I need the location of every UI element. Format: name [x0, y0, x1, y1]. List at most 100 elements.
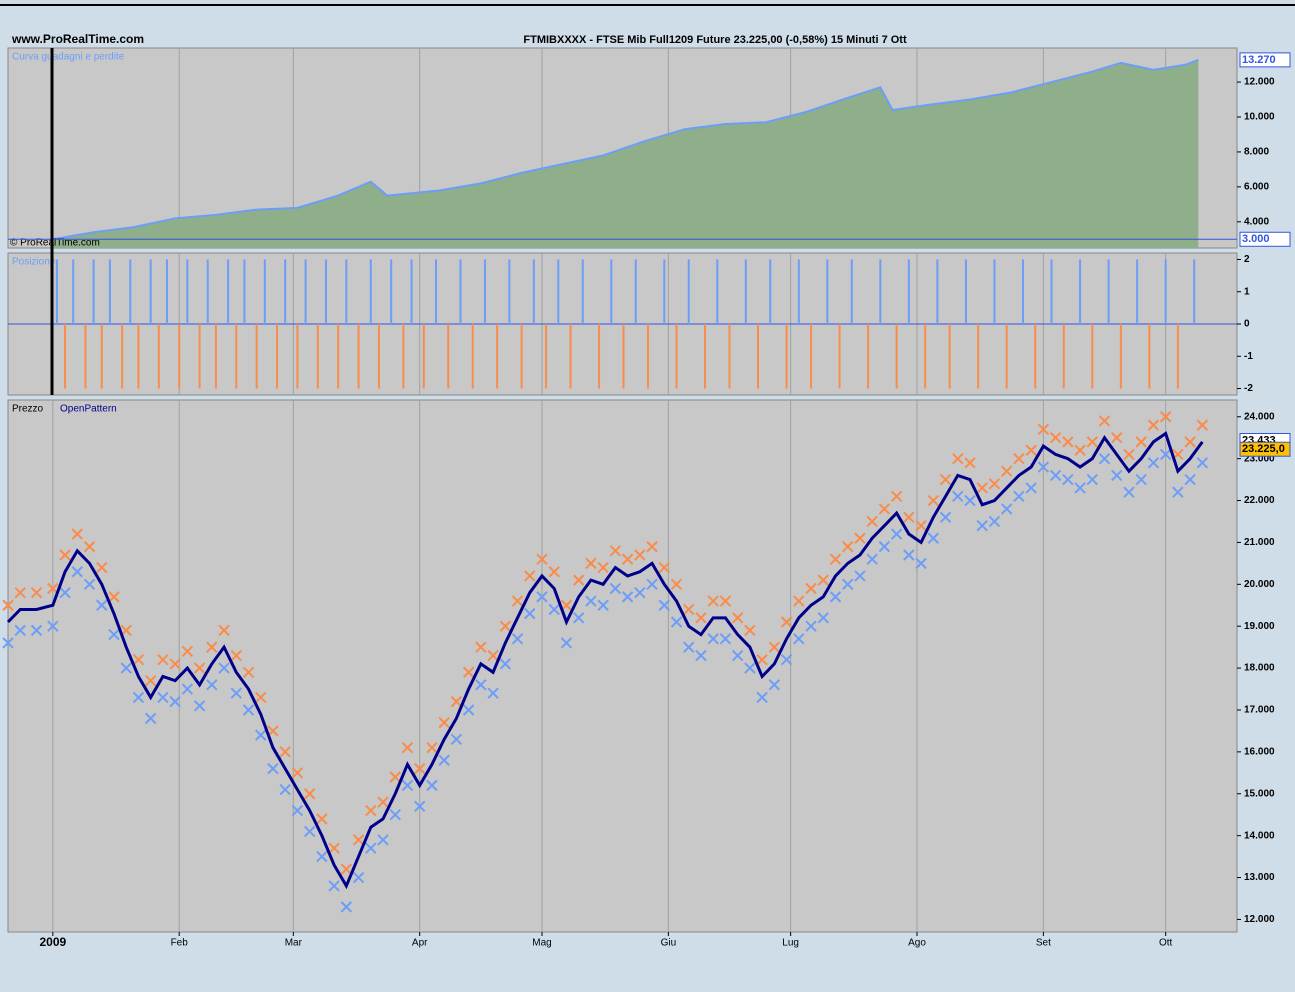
marker: [132, 691, 145, 704]
position-bar: [296, 324, 299, 389]
equity-line: [52, 58, 1199, 241]
marker: [976, 482, 988, 494]
marker: [621, 553, 634, 565]
marker: [707, 595, 719, 607]
marker: [854, 532, 866, 544]
position-bar: [1062, 324, 1065, 389]
marker: [2, 599, 14, 611]
price-tag: [1239, 441, 1291, 457]
y-tick-label: 12.000: [1244, 77, 1275, 88]
position-bar: [867, 324, 870, 389]
marker: [206, 679, 218, 691]
y-tick-label: 13.000: [1244, 872, 1275, 883]
marker: [1123, 486, 1135, 498]
marker: [30, 586, 43, 599]
marker: [475, 679, 487, 691]
position-bar: [532, 259, 535, 324]
position-bar: [129, 259, 132, 324]
position-bar: [757, 324, 760, 389]
marker: [193, 700, 206, 712]
marker: [71, 528, 84, 540]
marker: [719, 595, 732, 607]
marker: [279, 783, 291, 796]
marker: [842, 578, 854, 591]
marker: [487, 687, 499, 699]
marker: [218, 624, 230, 637]
y-tick-label: 18.000: [1244, 663, 1275, 674]
marker: [1062, 473, 1074, 486]
area: [52, 59, 1199, 248]
position-bar: [92, 259, 95, 324]
x-tick-label: 2009: [39, 935, 66, 949]
marker: [634, 549, 646, 561]
position-bar: [1164, 259, 1167, 324]
marker: [181, 683, 194, 695]
marker: [462, 704, 475, 716]
position-bar: [964, 259, 967, 324]
position-bar: [907, 259, 910, 324]
marker: [499, 658, 512, 670]
marker: [279, 746, 291, 758]
marker: [401, 779, 414, 792]
position-bar: [716, 259, 719, 324]
position-bar: [838, 324, 841, 389]
marker: [1098, 415, 1111, 427]
marker: [939, 473, 952, 486]
marker: [96, 599, 108, 611]
y-tick-label: 10.000: [1244, 112, 1275, 123]
y-tick-label: 2: [1244, 254, 1250, 265]
marker: [340, 901, 353, 913]
position-bar: [284, 259, 287, 324]
marker: [878, 540, 891, 553]
indicator-line: [6, 431, 1204, 890]
title: FTMIBXXXX - FTSE Mib Full1209 Future 23.…: [523, 34, 907, 46]
position-bar: [520, 324, 523, 389]
position-bar: [850, 259, 853, 324]
y-tick-label: -2: [1244, 383, 1253, 394]
copyright: © ProRealTime.com: [10, 238, 100, 249]
marker: [206, 641, 218, 653]
marker: [964, 457, 976, 469]
marker: [927, 532, 940, 544]
marker: [548, 566, 560, 578]
y-tick-label: 16.000: [1244, 747, 1275, 758]
marker: [340, 863, 353, 875]
y-tick-label: 20.000: [1244, 579, 1275, 590]
position-bar: [422, 324, 425, 389]
position-bar: [663, 259, 666, 324]
marker: [952, 452, 964, 465]
marker: [927, 494, 940, 507]
marker: [1111, 431, 1123, 444]
position-bar: [1193, 259, 1196, 324]
marker: [1013, 490, 1025, 503]
position-bar: [149, 259, 152, 324]
position-bar: [704, 324, 707, 389]
marker: [255, 729, 267, 741]
position-bar: [785, 324, 788, 389]
marker: [1062, 436, 1074, 448]
position-bar: [108, 259, 111, 324]
marker: [1098, 452, 1111, 465]
position-bar: [377, 324, 380, 389]
marker: [634, 586, 646, 599]
position-bar: [276, 324, 279, 389]
marker: [524, 607, 536, 620]
marker: [756, 654, 768, 666]
position-bar: [610, 259, 613, 324]
marker: [890, 528, 903, 540]
marker: [988, 478, 1001, 490]
y-tick-label: 22.000: [1244, 495, 1275, 506]
x-tick-label: Set: [1036, 938, 1051, 949]
position-bar: [744, 259, 747, 324]
position-bar: [545, 324, 548, 389]
marker: [132, 654, 145, 666]
position-bar: [316, 324, 319, 389]
marker: [511, 633, 524, 645]
marker: [731, 612, 744, 624]
marker: [303, 825, 316, 838]
marker: [120, 662, 132, 674]
position-bar: [977, 324, 980, 389]
marker: [609, 582, 622, 595]
marker: [780, 616, 793, 628]
marker: [352, 834, 365, 846]
